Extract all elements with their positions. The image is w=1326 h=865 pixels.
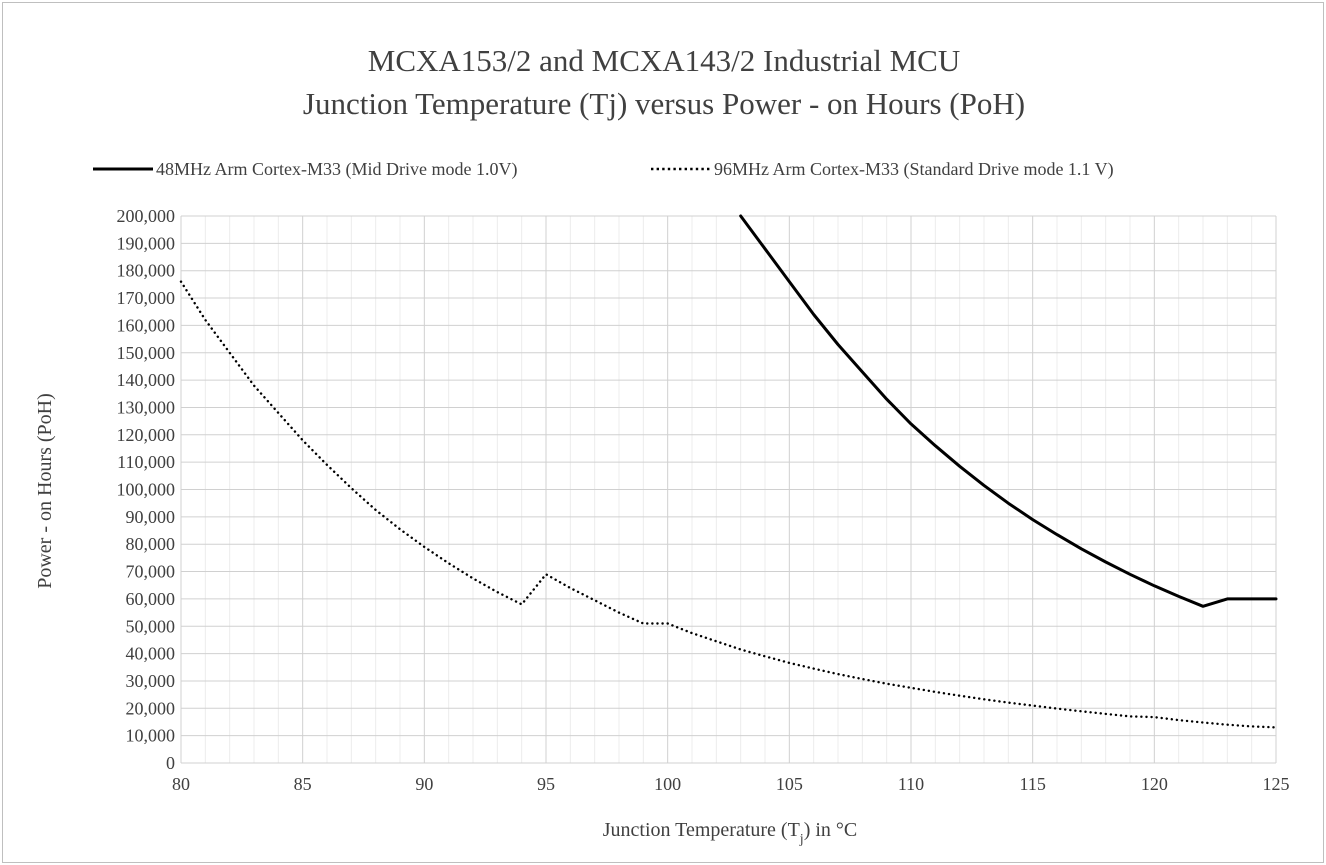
x-axis-ticks: 80 85 90 95 100 105 110 115 120 125 bbox=[172, 774, 1290, 794]
x-tick-label: 80 bbox=[172, 774, 190, 794]
x-tick-label: 100 bbox=[654, 774, 681, 794]
y-tick-label: 110,000 bbox=[117, 452, 175, 472]
y-tick-label: 10,000 bbox=[126, 726, 176, 746]
y-tick-label: 170,000 bbox=[117, 288, 176, 308]
x-tick-label: 105 bbox=[776, 774, 803, 794]
x-axis-label-suffix: ) in °C bbox=[804, 819, 858, 841]
y-tick-label: 80,000 bbox=[126, 534, 176, 554]
x-axis-label-subscript: j bbox=[799, 832, 804, 847]
x-tick-label: 115 bbox=[1019, 774, 1045, 794]
x-tick-label: 90 bbox=[415, 774, 433, 794]
y-axis-label: Power - on Hours (PoH) bbox=[34, 393, 56, 589]
y-tick-label: 140,000 bbox=[117, 370, 176, 390]
y-tick-label: 200,000 bbox=[117, 206, 176, 226]
x-tick-label: 110 bbox=[898, 774, 924, 794]
y-tick-label: 30,000 bbox=[126, 671, 176, 691]
x-axis-label-prefix: Junction Temperature (T bbox=[603, 819, 800, 841]
chart-title-line-2: Junction Temperature (Tj) versus Power -… bbox=[303, 86, 1025, 121]
series bbox=[179, 214, 1278, 729]
y-tick-label: 100,000 bbox=[117, 480, 176, 500]
y-tick-label: 40,000 bbox=[126, 644, 176, 664]
legend: 48MHz Arm Cortex-M33 (Mid Drive mode 1.0… bbox=[93, 159, 1114, 180]
x-tick-label: 120 bbox=[1141, 774, 1168, 794]
series-line-2 bbox=[179, 280, 1278, 729]
y-axis-ticks: 0 10,000 20,000 30,000 40,000 50,000 60,000 70,… bbox=[117, 206, 176, 773]
x-axis-label: Junction Temperature (Tj) in °C bbox=[603, 819, 858, 847]
x-tick-label: 125 bbox=[1263, 774, 1290, 794]
y-tick-label: 60,000 bbox=[126, 589, 176, 609]
y-tick-label: 50,000 bbox=[126, 616, 176, 636]
y-tick-label: 180,000 bbox=[117, 261, 176, 281]
y-tick-label: 130,000 bbox=[117, 397, 176, 417]
chart-title-line-1: MCXA153/2 and MCXA143/2 Industrial MCU bbox=[368, 43, 960, 78]
x-tick-label: 95 bbox=[537, 774, 555, 794]
x-tick-label: 85 bbox=[294, 774, 312, 794]
y-tick-label: 0 bbox=[166, 753, 175, 773]
y-tick-label: 90,000 bbox=[126, 507, 176, 527]
series-line-1 bbox=[739, 214, 1278, 608]
y-tick-label: 70,000 bbox=[126, 562, 176, 582]
y-tick-label: 150,000 bbox=[117, 343, 176, 363]
chart-svg: MCXA153/2 and MCXA143/2 Industrial MCU J… bbox=[34, 43, 1290, 847]
legend-label-series-2: 96MHz Arm Cortex-M33 (Standard Drive mod… bbox=[714, 159, 1114, 180]
y-tick-label: 160,000 bbox=[117, 315, 176, 335]
y-tick-label: 190,000 bbox=[117, 233, 176, 253]
y-tick-label: 120,000 bbox=[117, 425, 176, 445]
grid bbox=[180, 215, 1277, 764]
legend-label-series-1: 48MHz Arm Cortex-M33 (Mid Drive mode 1.0… bbox=[156, 159, 517, 180]
y-tick-label: 20,000 bbox=[126, 698, 176, 718]
